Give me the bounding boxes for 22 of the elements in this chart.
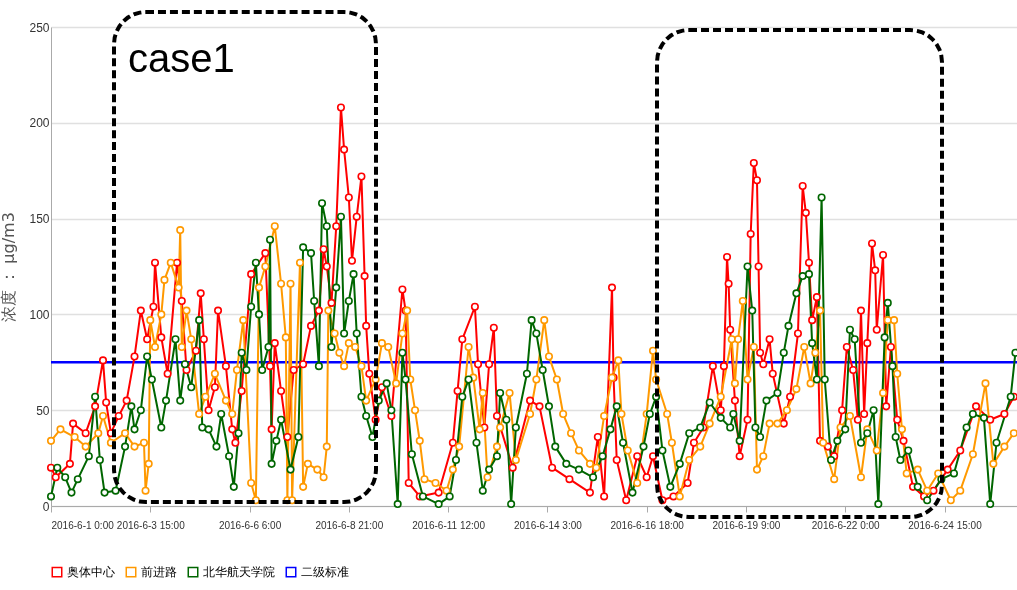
- legend-label: 二级标准: [301, 565, 349, 580]
- x-tick-label: 2016-6-22 0:00: [811, 519, 881, 531]
- y-tick-label: 200: [29, 116, 50, 131]
- x-tick-label: 2016-6-8 21:00: [315, 519, 384, 531]
- x-tick-label: 2016-6-14 3:00: [513, 519, 583, 531]
- y-tick-label: 150: [29, 212, 50, 227]
- x-tick-label: 2016-6-16 18:00: [610, 519, 685, 531]
- legend-label: 北华航天学院: [203, 565, 275, 580]
- y-axis-title: 浓度 ： μg/m3: [0, 212, 19, 322]
- x-tick-label: 2016-6-3 15:00: [116, 519, 186, 531]
- y-tick-label: 0: [42, 499, 50, 514]
- annotation: case1: [128, 36, 235, 81]
- y-tick-label: 100: [29, 307, 50, 322]
- x-tick-label: 2016-6-1 0:00: [51, 519, 115, 531]
- y-tick-label: 250: [29, 20, 50, 35]
- x-tick-label: 2016-6-24 15:00: [908, 519, 983, 531]
- y-tick-label: 50: [36, 403, 50, 418]
- legend-label: 前进路: [141, 565, 177, 580]
- x-tick-label: 2016-6-19 9:00: [712, 519, 781, 531]
- x-tick-label: 2016-6-11 12:00: [412, 519, 486, 531]
- legend-label: 奥体中心: [67, 565, 115, 580]
- x-tick-label: 2016-6-6 6:00: [218, 519, 282, 531]
